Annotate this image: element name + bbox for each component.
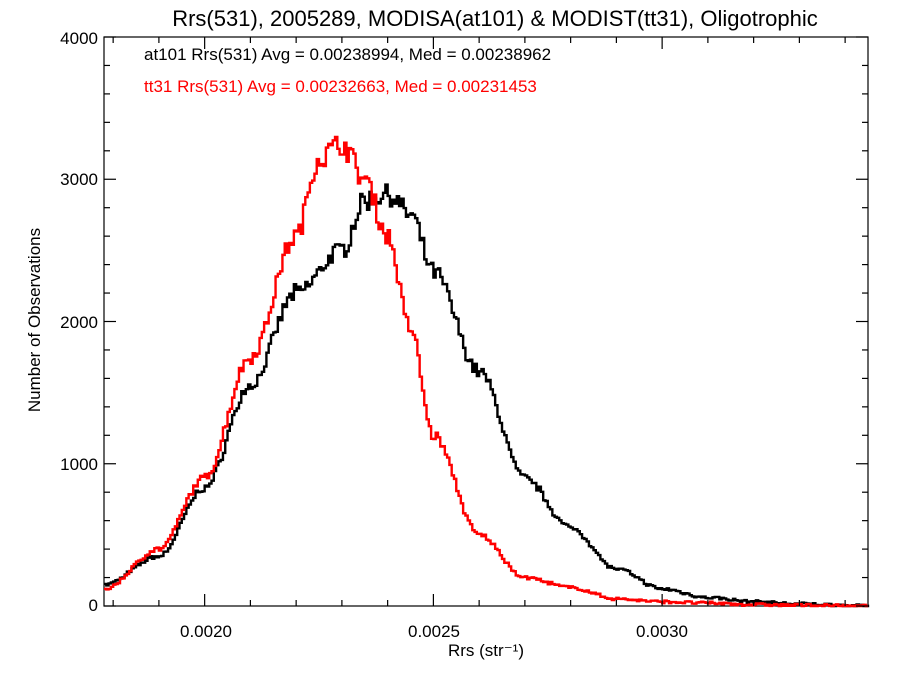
x-tick-labels: 0.0020 0.0025 0.0030: [180, 622, 688, 641]
legend-entry-tt31: tt31 Rrs(531) Avg = 0.00232663, Med = 0.…: [144, 77, 537, 96]
plot-area: [103, 36, 870, 608]
ticks-layer: [104, 36, 868, 607]
x-tick-label-0030: 0.0030: [636, 622, 688, 641]
series-layer: [104, 135, 870, 608]
y-tick-label-0: 0: [89, 596, 98, 615]
y-tick-label-2000: 2000: [60, 313, 98, 332]
legend: at101 Rrs(531) Avg = 0.00238994, Med = 0…: [144, 45, 551, 96]
series-line-at101: [104, 183, 870, 608]
series-line-tt31: [104, 135, 868, 608]
y-axis-label: Number of Observations: [25, 228, 44, 412]
plot-frame: [103, 36, 869, 607]
x-tick-label-0020: 0.0020: [180, 622, 232, 641]
x-axis-label: Rrs (str⁻¹): [448, 641, 524, 660]
y-tick-label-3000: 3000: [60, 170, 98, 189]
y-tick-label-4000: 4000: [60, 29, 98, 48]
x-tick-label-0025: 0.0025: [408, 622, 460, 641]
chart-title: Rrs(531), 2005289, MODISA(at101) & MODIS…: [172, 6, 818, 31]
legend-entry-at101: at101 Rrs(531) Avg = 0.00238994, Med = 0…: [144, 45, 551, 64]
y-tick-labels: 0 1000 2000 3000 4000: [60, 29, 98, 615]
y-tick-label-1000: 1000: [60, 455, 98, 474]
